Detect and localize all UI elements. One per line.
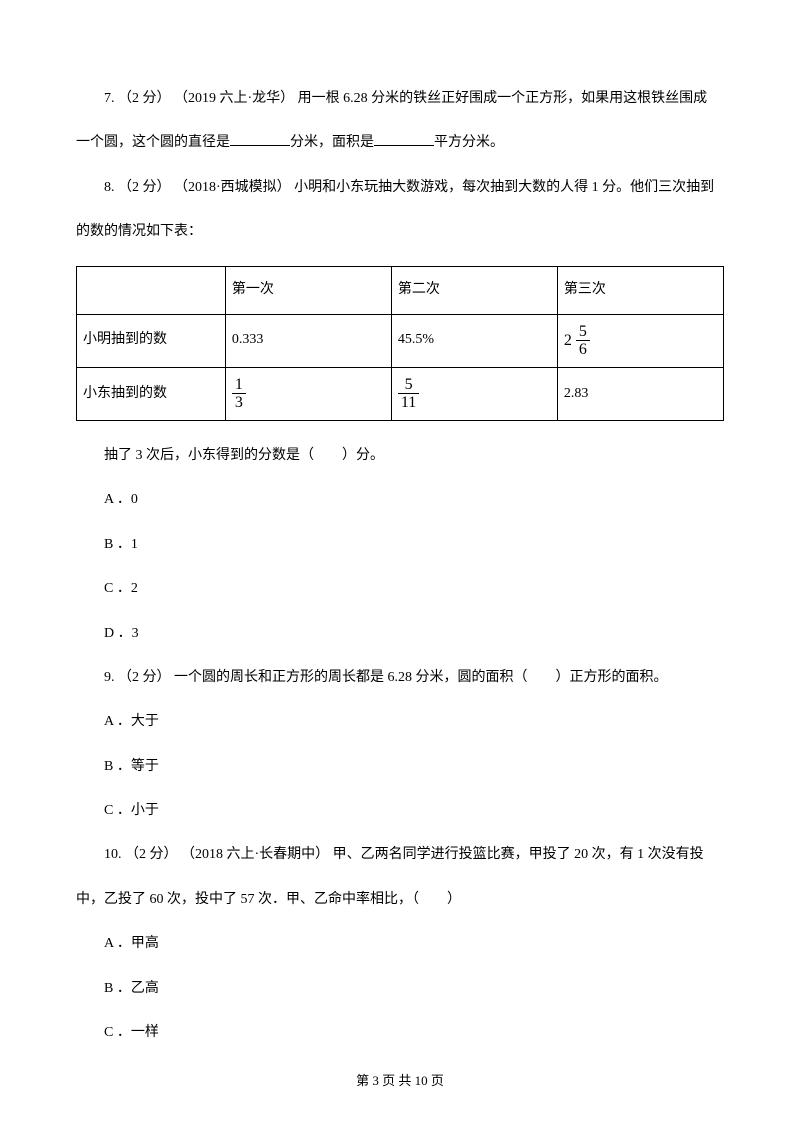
q7-text1: 7. （2 分） （2019 六上·龙华） 用一根 6.28 分米的铁丝正好围成… bbox=[104, 91, 707, 106]
whole-part: 2 bbox=[564, 328, 572, 354]
row1-c1: 0.333 bbox=[225, 314, 391, 367]
table-header-row: 第一次 第二次 第三次 bbox=[77, 266, 724, 314]
q8-intro1: 8. （2 分） （2018·西城模拟） 小明和小东玩抽大数游戏，每次抽到大数的… bbox=[104, 180, 714, 195]
fraction-1-3: 1 3 bbox=[232, 376, 246, 412]
q10-option-a: A ．甲高 bbox=[76, 933, 724, 955]
row2-c2: 5 11 bbox=[391, 367, 557, 420]
row2-label: 小东抽到的数 bbox=[77, 367, 226, 420]
q9-option-a: A ．大于 bbox=[76, 711, 724, 733]
q8-intro2: 的数的情况如下表： bbox=[76, 224, 202, 239]
q10-text1: 10. （2 分） （2018 六上·长春期中） 甲、乙两名同学进行投篮比赛，甲… bbox=[104, 847, 704, 862]
question-9: 9. （2 分） 一个圆的周长和正方形的周长都是 6.28 分米，圆的面积（ ）… bbox=[76, 667, 724, 689]
q8-option-b: B ．1 bbox=[76, 534, 724, 556]
q10-option-c: C ．一样 bbox=[76, 1022, 724, 1044]
row1-label: 小明抽到的数 bbox=[77, 314, 226, 367]
q7-text3: 分米，面积是 bbox=[290, 135, 374, 150]
q9-text: 9. （2 分） 一个圆的周长和正方形的周长都是 6.28 分米，圆的面积（ ）… bbox=[104, 670, 668, 685]
fraction-5-6: 5 6 bbox=[576, 323, 590, 359]
row1-c2: 45.5% bbox=[391, 314, 557, 367]
question-8-cont: 的数的情况如下表： bbox=[76, 221, 724, 243]
table-row-xiaodong: 小东抽到的数 1 3 5 11 2.83 bbox=[77, 367, 724, 420]
q8-option-c: C ．2 bbox=[76, 578, 724, 600]
question-10-cont: 中，乙投了 60 次，投中了 57 次．甲、乙命中率相比，（ ） bbox=[76, 889, 724, 911]
q9-option-c: C ．小于 bbox=[76, 800, 724, 822]
row1-c3: 2 5 6 bbox=[557, 314, 723, 367]
question-7: 7. （2 分） （2019 六上·龙华） 用一根 6.28 分米的铁丝正好围成… bbox=[76, 88, 724, 110]
denominator: 11 bbox=[398, 394, 419, 412]
header-3: 第三次 bbox=[557, 266, 723, 314]
q9-option-b: B ．等于 bbox=[76, 756, 724, 778]
header-2: 第二次 bbox=[391, 266, 557, 314]
table-row-xiaoming: 小明抽到的数 0.333 45.5% 2 5 6 bbox=[77, 314, 724, 367]
question-8: 8. （2 分） （2018·西城模拟） 小明和小东玩抽大数游戏，每次抽到大数的… bbox=[76, 177, 724, 199]
denominator: 6 bbox=[576, 341, 590, 359]
data-table: 第一次 第二次 第三次 小明抽到的数 0.333 45.5% 2 5 6 小东抽… bbox=[76, 266, 724, 421]
row2-c1: 1 3 bbox=[225, 367, 391, 420]
blank-area bbox=[374, 132, 434, 146]
question-10: 10. （2 分） （2018 六上·长春期中） 甲、乙两名同学进行投篮比赛，甲… bbox=[76, 844, 724, 866]
q7-text2: 一个圆，这个圆的直径是 bbox=[76, 135, 230, 150]
q10-text2: 中，乙投了 60 次，投中了 57 次．甲、乙命中率相比，（ ） bbox=[76, 892, 461, 907]
row2-c3: 2.83 bbox=[557, 367, 723, 420]
fraction-5-11: 5 11 bbox=[398, 376, 419, 412]
numerator: 5 bbox=[398, 376, 419, 395]
q8-after-table: 抽了 3 次后，小东得到的分数是（ ）分。 bbox=[76, 445, 724, 467]
q7-text4: 平方分米。 bbox=[434, 135, 504, 150]
header-1: 第一次 bbox=[225, 266, 391, 314]
numerator: 5 bbox=[576, 323, 590, 342]
question-7-cont: 一个圆，这个圆的直径是 分米，面积是 平方分米。 bbox=[76, 132, 724, 154]
q10-option-b: B ．乙高 bbox=[76, 978, 724, 1000]
numerator: 1 bbox=[232, 376, 246, 395]
header-empty bbox=[77, 266, 226, 314]
mixed-fraction: 2 5 6 bbox=[564, 323, 590, 359]
q8-option-a: A ．0 bbox=[76, 489, 724, 511]
page-footer: 第 3 页 共 10 页 bbox=[0, 1071, 800, 1092]
blank-diameter bbox=[230, 132, 290, 146]
denominator: 3 bbox=[232, 394, 246, 412]
q8-after-text: 抽了 3 次后，小东得到的分数是（ ）分。 bbox=[104, 448, 384, 463]
q8-option-d: D ．3 bbox=[76, 623, 724, 645]
